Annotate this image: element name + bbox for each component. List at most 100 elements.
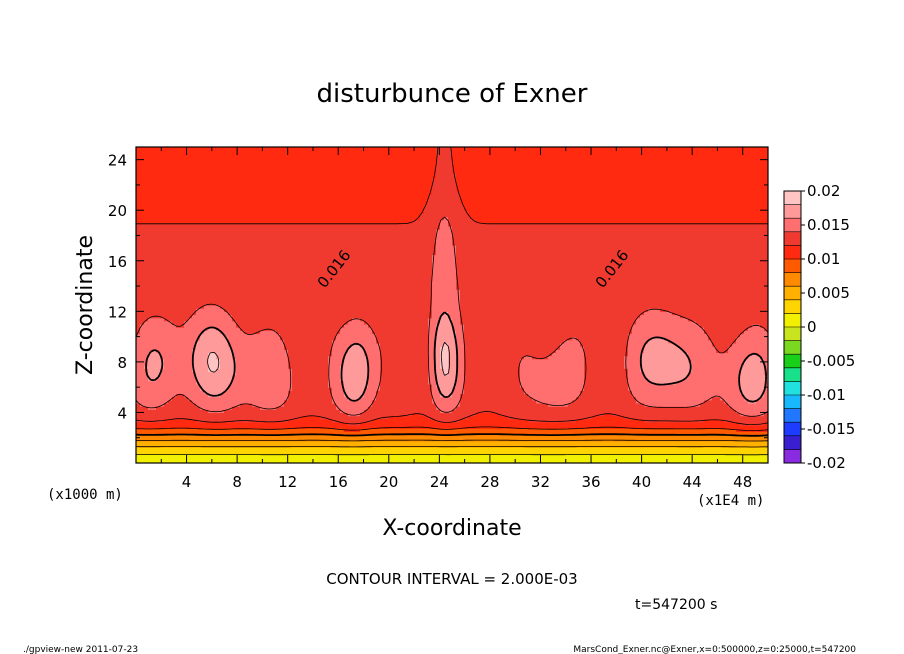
field-cell <box>676 434 681 439</box>
field-cell <box>448 415 453 420</box>
field-cell <box>528 444 533 448</box>
field-cell <box>728 447 733 451</box>
field-cell <box>148 412 153 417</box>
field-cell <box>144 402 149 407</box>
field-cell <box>712 387 717 391</box>
field-cell <box>544 390 549 395</box>
field-cell <box>452 421 457 426</box>
field-cell <box>228 415 233 420</box>
field-cell <box>480 402 485 407</box>
field-cell <box>244 396 249 401</box>
field-cell <box>712 406 717 410</box>
field-cell <box>536 459 541 463</box>
field-cell <box>568 415 573 420</box>
field-cell <box>548 409 553 414</box>
field-cell <box>176 434 181 439</box>
field-cell <box>560 418 565 423</box>
field-cell <box>740 402 745 407</box>
field-cell <box>424 456 429 461</box>
field-cell <box>524 444 529 448</box>
field-cell <box>632 437 637 442</box>
field-cell <box>424 453 429 458</box>
field-cell <box>528 399 533 404</box>
field-cell <box>548 412 553 417</box>
field-cell <box>400 428 405 432</box>
field-cell <box>572 390 577 395</box>
field-cell <box>156 428 161 432</box>
field-cell <box>724 447 729 451</box>
field-cell <box>548 447 553 451</box>
field-cell <box>720 434 725 439</box>
field-cell <box>648 456 653 461</box>
field-cell <box>660 406 665 410</box>
field-cell <box>360 406 365 410</box>
field-cell <box>560 399 565 404</box>
field-cell <box>460 418 465 423</box>
field-cell <box>224 384 229 388</box>
field-cell <box>192 428 197 432</box>
field-cell <box>692 440 697 445</box>
field-cell <box>364 425 369 429</box>
field-cell <box>548 453 553 458</box>
field-cell <box>156 412 161 417</box>
field-cell <box>308 390 313 395</box>
field-cell <box>688 393 693 398</box>
field-cell <box>424 421 429 426</box>
field-cell <box>372 434 377 439</box>
field-cell <box>348 418 353 423</box>
field-cell <box>256 421 261 426</box>
field-cell <box>220 450 225 455</box>
field-cell <box>464 428 469 432</box>
field-cell <box>136 399 141 404</box>
field-cell <box>568 402 573 407</box>
field-cell <box>240 459 245 463</box>
field-cell <box>304 396 309 401</box>
field-cell <box>292 450 297 455</box>
field-cell <box>320 409 325 414</box>
field-cell <box>736 393 741 398</box>
field-cell <box>264 396 269 401</box>
field-cell <box>300 415 305 420</box>
field-cell <box>764 434 768 439</box>
field-cell <box>744 456 749 461</box>
field-cell <box>404 412 409 417</box>
field-cell <box>508 456 513 461</box>
field-cell <box>332 415 337 420</box>
field-cell <box>200 406 205 410</box>
field-cell <box>748 409 753 414</box>
field-cell <box>144 425 149 429</box>
field-cell <box>596 456 601 461</box>
field-cell <box>252 406 257 410</box>
field-cell <box>448 434 453 439</box>
field-cell <box>148 434 153 439</box>
field-cell <box>144 456 149 461</box>
field-cell <box>392 425 397 429</box>
field-cell <box>472 415 477 420</box>
field-cell <box>476 412 481 417</box>
field-cell <box>432 387 437 391</box>
field-cell <box>196 450 201 455</box>
field-cell <box>552 431 557 436</box>
field-cell <box>736 421 741 426</box>
field-cell <box>404 406 409 410</box>
field-cell <box>412 412 417 417</box>
field-cell <box>284 384 289 388</box>
field-cell <box>472 399 477 404</box>
field-cell <box>596 428 601 432</box>
field-cell <box>164 418 169 423</box>
field-cell <box>692 406 697 410</box>
field-cell <box>640 399 645 404</box>
field-cell <box>624 440 629 445</box>
field-cell <box>144 387 149 391</box>
field-cell <box>492 459 497 463</box>
field-cell <box>348 409 353 414</box>
field-cell <box>588 453 593 458</box>
field-cell <box>528 453 533 458</box>
field-cell <box>640 390 645 395</box>
field-cell <box>176 412 181 417</box>
field-cell <box>576 437 581 442</box>
field-cell <box>272 418 277 423</box>
field-cell <box>152 444 157 448</box>
field-cell <box>364 396 369 401</box>
field-cell <box>576 440 581 445</box>
